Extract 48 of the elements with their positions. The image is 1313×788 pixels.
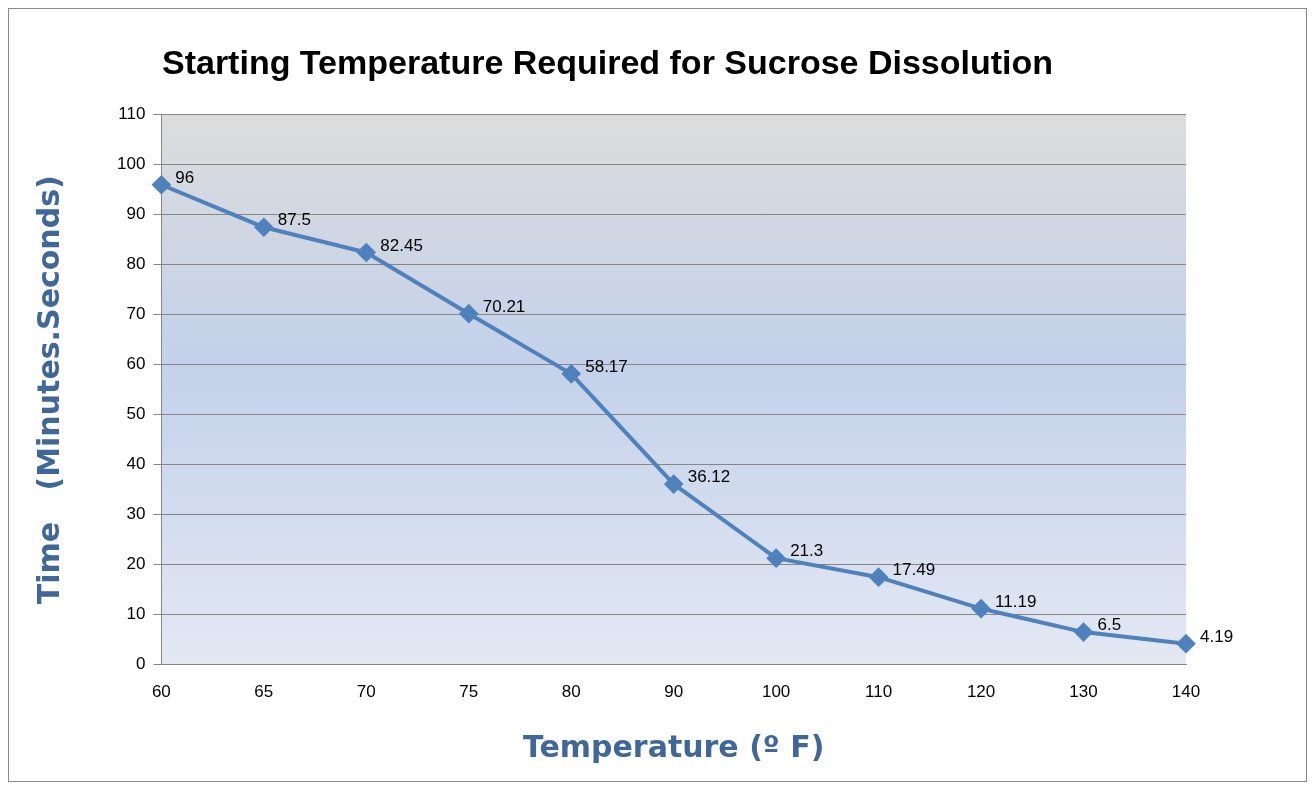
- y-tick-label: 70: [126, 304, 146, 324]
- data-label: 96: [175, 167, 195, 187]
- data-label: 21.3: [790, 541, 824, 561]
- data-label: 70.21: [482, 296, 526, 316]
- x-tick-label: 70: [356, 682, 376, 702]
- point: [254, 218, 273, 237]
- point: [767, 549, 786, 568]
- point: [1074, 623, 1093, 642]
- data-label: 17.49: [892, 560, 936, 580]
- y-tick-label: 100: [116, 154, 146, 174]
- y-tick-label: 0: [135, 654, 146, 674]
- point: [972, 599, 991, 618]
- y-tick-label: 40: [126, 454, 146, 474]
- y-tick-label: 80: [126, 254, 146, 274]
- y-tick-label: 50: [126, 404, 146, 424]
- data-label: 4.19: [1200, 626, 1234, 646]
- x-tick-label: 140: [1171, 682, 1201, 702]
- y-tick-label: 90: [126, 204, 146, 224]
- point: [562, 364, 581, 383]
- y-tick-label: 60: [126, 354, 146, 374]
- x-tick-label: 130: [1069, 682, 1098, 702]
- chart-title: Starting Temperature Required for Sucrose Dissolution: [161, 42, 1054, 81]
- data-label: 36.12: [687, 467, 731, 487]
- y-tick-label: 30: [126, 504, 146, 524]
- y-axis-title: Time (Minutes.Seconds): [30, 175, 66, 605]
- x-tick-label: 60: [151, 682, 171, 702]
- x-axis-title: Temperature (º F): [522, 728, 825, 764]
- data-label: 6.5: [1097, 615, 1122, 635]
- y-tick-label: 20: [126, 554, 146, 574]
- y-tick-label: 10: [126, 604, 146, 624]
- x-tick-label: 65: [254, 682, 274, 702]
- data-label: 11.19: [995, 591, 1037, 611]
- point: [152, 175, 171, 194]
- x-tick-label: 100: [761, 682, 791, 702]
- x-tick-label: 80: [561, 682, 581, 702]
- point: [459, 304, 478, 323]
- data-label: 58.17: [585, 357, 628, 377]
- data-label: 87.5: [277, 210, 311, 230]
- point: [1177, 634, 1195, 653]
- point: [357, 243, 376, 262]
- data-label: 82.45: [380, 235, 423, 255]
- x-tick-label: 110: [865, 682, 893, 702]
- x-tick-label: 90: [664, 682, 684, 702]
- point: [869, 568, 888, 587]
- x-tick-label: 75: [459, 682, 479, 702]
- x-tick-label: 120: [966, 682, 996, 702]
- y-tick-label: 110: [118, 104, 146, 124]
- point: [664, 475, 683, 494]
